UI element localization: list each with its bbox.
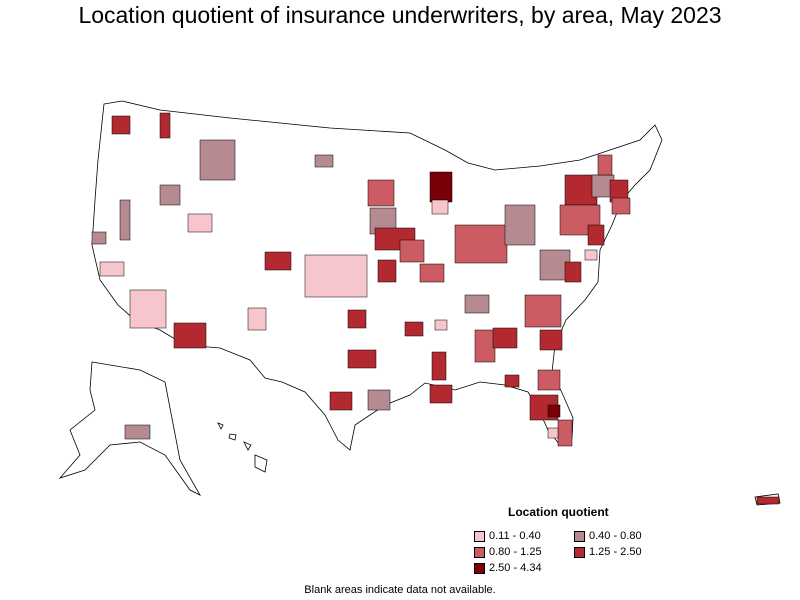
area-shade <box>159 184 181 206</box>
area-shade <box>187 213 213 233</box>
area-shade <box>431 199 449 215</box>
area-shade <box>304 254 368 298</box>
area-shade <box>434 319 448 331</box>
legend-item: 1.25 - 2.50 <box>574 546 642 558</box>
legend-label: 0.80 - 1.25 <box>489 546 542 558</box>
area-shade <box>431 351 447 381</box>
area-shade <box>557 419 573 447</box>
legend-item: 0.80 - 1.25 <box>474 546 542 558</box>
area-shade <box>524 294 562 328</box>
area-shade <box>124 424 151 440</box>
area-shade <box>611 197 631 215</box>
area-shade <box>247 307 267 331</box>
area-shade <box>547 427 559 439</box>
legend-label: 0.40 - 0.80 <box>589 530 642 542</box>
area-shade <box>111 115 131 135</box>
area-shade <box>504 204 536 246</box>
legend-swatch <box>474 546 485 558</box>
area-shade <box>129 289 167 329</box>
area-shade <box>454 224 508 264</box>
legend-label: 0.11 - 0.40 <box>489 530 541 542</box>
area-shade <box>429 171 453 203</box>
area-shade <box>347 349 377 369</box>
area-shade <box>587 224 605 246</box>
area-shade <box>199 139 236 181</box>
legend-swatch <box>574 546 585 558</box>
footnote: Blank areas indicate data not available. <box>304 584 496 596</box>
area-shade <box>329 391 353 411</box>
legend-item: 0.11 - 0.40 <box>474 530 541 542</box>
area-shade <box>474 329 496 363</box>
area-shade <box>399 239 425 263</box>
legend-swatch <box>574 530 585 542</box>
legend-item: 2.50 - 4.34 <box>474 562 542 574</box>
area-shade <box>99 261 125 277</box>
shaded-areas <box>91 112 780 505</box>
area-shade <box>597 154 613 176</box>
area-shade <box>264 251 292 271</box>
hawaii-islands <box>217 422 268 473</box>
area-shade <box>539 329 563 351</box>
area-shade <box>377 259 397 283</box>
legend-label: 1.25 - 2.50 <box>589 546 642 558</box>
legend-title: Location quotient <box>508 505 609 519</box>
area-shade <box>464 294 490 314</box>
legend-swatch <box>474 530 485 542</box>
area-shade <box>347 309 367 329</box>
area-shade <box>367 179 395 207</box>
area-shade <box>314 154 334 168</box>
area-shade <box>419 263 445 283</box>
area-shade <box>429 384 453 404</box>
legend-swatch <box>474 562 485 574</box>
legend-label: 2.50 - 4.34 <box>489 562 542 574</box>
area-shade <box>564 261 582 283</box>
area-shade <box>119 199 131 241</box>
area-shade <box>173 322 207 349</box>
area-shade <box>367 389 391 411</box>
area-shade <box>584 249 598 261</box>
area-shade <box>91 231 107 245</box>
area-shade <box>547 404 561 418</box>
area-shade <box>492 327 518 349</box>
area-shade <box>504 374 520 388</box>
area-shade <box>756 496 780 505</box>
map-title: Location quotient of insurance underwrit… <box>78 2 722 28</box>
legend-item: 0.40 - 0.80 <box>574 530 642 542</box>
area-shade <box>404 321 424 337</box>
area-shade <box>159 112 171 139</box>
area-shade <box>537 369 561 391</box>
